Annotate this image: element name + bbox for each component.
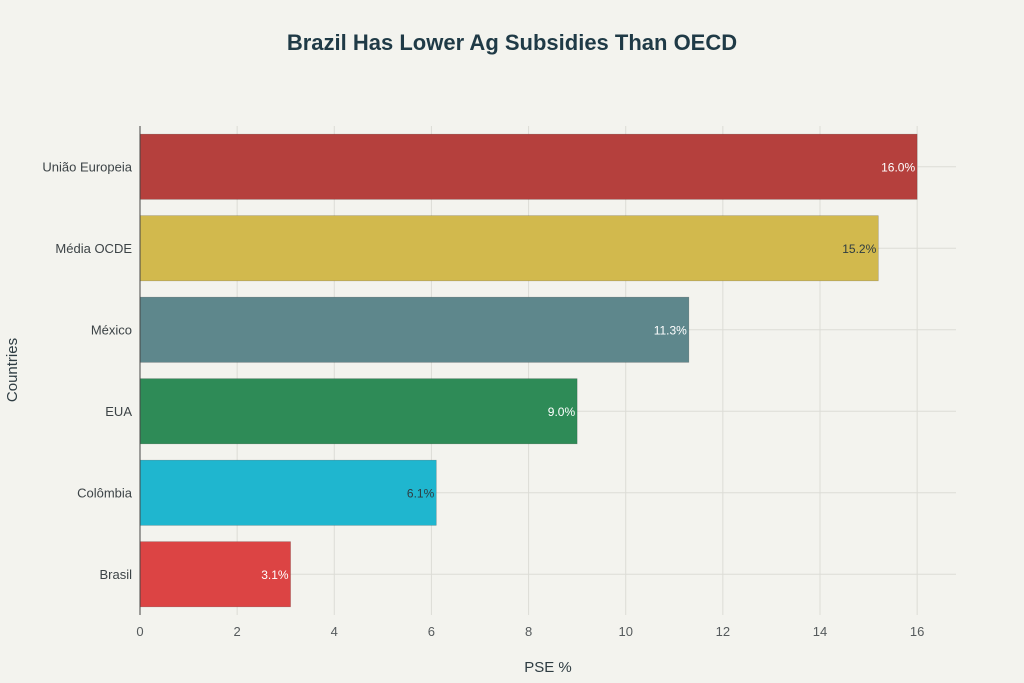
- bar[interactable]: [139, 296, 690, 363]
- bar[interactable]: [139, 133, 918, 200]
- category-label: União Europeia: [42, 159, 132, 174]
- category-label: Média OCDE: [55, 241, 132, 256]
- data-label: 11.3%: [654, 323, 687, 337]
- x-tick-label: 0: [136, 624, 143, 639]
- category-label: Colômbia: [77, 485, 133, 500]
- x-tick-label: 8: [525, 624, 532, 639]
- x-tick-label: 16: [910, 624, 924, 639]
- category-label: México: [91, 322, 132, 337]
- y-axis-title: Countries: [4, 338, 21, 402]
- bar[interactable]: [139, 215, 879, 282]
- data-label: 6.1%: [407, 486, 435, 500]
- bar[interactable]: [139, 378, 578, 445]
- category-label: EUA: [105, 404, 132, 419]
- bars-layer: [139, 133, 918, 608]
- x-tick-label: 14: [813, 624, 827, 639]
- bar[interactable]: [139, 541, 291, 608]
- x-tick-label: 6: [428, 624, 435, 639]
- chart-title: Brazil Has Lower Ag Subsidies Than OECD: [287, 30, 737, 55]
- data-label: 15.2%: [842, 242, 876, 256]
- x-tick-label: 12: [716, 624, 730, 639]
- data-label: 3.1%: [261, 568, 289, 582]
- data-label: 9.0%: [548, 405, 576, 419]
- x-tick-label: 4: [331, 624, 338, 639]
- category-label: Brasil: [99, 567, 132, 582]
- x-tick-label: 2: [234, 624, 241, 639]
- x-axis-title: PSE %: [524, 659, 572, 676]
- bar[interactable]: [139, 459, 437, 526]
- data-label: 16.0%: [881, 160, 915, 174]
- labels-layer: 0 2 4 6 8 10 12 14 16 União Europeia 16.0% Média OC…: [42, 159, 924, 639]
- x-tick-label: 10: [618, 624, 632, 639]
